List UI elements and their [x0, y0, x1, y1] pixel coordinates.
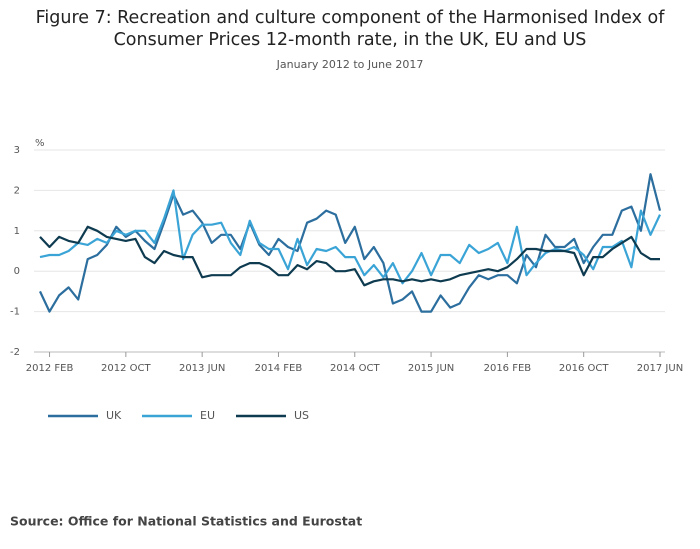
x-tick-label: 2016 OCT: [559, 363, 609, 374]
x-tick-label: 2014 OCT: [330, 363, 380, 374]
x-tick-label: 2015 JUN: [408, 363, 454, 374]
legend-label: UK: [106, 409, 122, 422]
y-tick-label: -2: [10, 347, 20, 358]
y-tick-label: -1: [10, 307, 20, 318]
y-tick-label: 1: [14, 226, 20, 237]
chart-title: Figure 7: Recreation and culture compone…: [36, 8, 666, 28]
y-axis-label: %: [35, 138, 45, 149]
line-series: [39, 225, 660, 287]
x-tick-label: 2013 JUN: [179, 363, 225, 374]
legend-label: EU: [200, 409, 215, 422]
legend-label: US: [294, 409, 309, 422]
line-series: [39, 189, 661, 285]
source: Source: Office for National Statistics a…: [10, 514, 362, 529]
x-tick-label: 2012 OCT: [101, 363, 151, 374]
x-tick-label: 2012 FEB: [26, 363, 74, 374]
x-tick-label: 2014 FEB: [255, 363, 303, 374]
chart-subtitle: January 2012 to June 2017: [276, 58, 424, 71]
y-tick-label: 0: [14, 266, 20, 277]
chart-title: Consumer Prices 12-month rate, in the UK…: [114, 30, 587, 50]
line-series: [39, 173, 662, 313]
y-tick-label: 3: [14, 145, 20, 156]
x-tick-label: 2016 FEB: [484, 363, 532, 374]
y-tick-label: 2: [14, 185, 20, 196]
x-tick-label: 2017 JUN: [637, 363, 683, 374]
